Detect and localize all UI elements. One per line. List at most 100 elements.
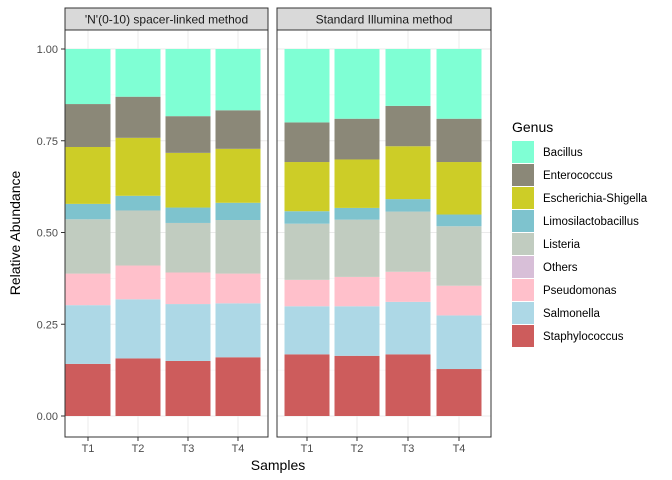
bar-segment-listeria-t2: [334, 219, 380, 277]
x-tick-label: T4: [453, 443, 466, 455]
legend-swatch: [512, 256, 534, 278]
legend-label: Others: [543, 262, 578, 274]
y-tick-label: 0.75: [37, 136, 58, 148]
bar-segment-staphylococcus-t2: [115, 358, 161, 416]
legend-swatch: [512, 164, 534, 186]
bar-segment-limosilactobacillus-t1: [65, 203, 111, 220]
facet-title-2: Standard Illumina method: [316, 13, 453, 27]
bar-segment-escherichia-shigella-t3: [165, 152, 211, 208]
bar-segment-enterococcus-t2: [115, 96, 161, 138]
legend-label: Escherichia-Shigella: [543, 193, 648, 205]
bar-segment-escherichia-shigella-t2: [334, 159, 380, 208]
x-tick-label: T3: [402, 443, 415, 455]
legend-label: Limosilactobacillus: [543, 216, 639, 228]
x-axis: T1 T2 T3 T4 T1 T2 T3 T4: [82, 437, 466, 455]
bar-segment-staphylococcus-t1: [65, 363, 111, 416]
bar-segment-pseudomonas-t4: [215, 273, 261, 304]
bar-segment-staphylococcus-t1: [284, 354, 330, 416]
legend-swatch: [512, 279, 534, 301]
bar-segment-staphylococcus-t2: [334, 355, 380, 416]
bar-segment-pseudomonas-t1: [284, 279, 330, 307]
bar-segment-bacillus-t4: [436, 49, 482, 119]
bar-segment-escherichia-shigella-t4: [436, 162, 482, 215]
bar-segment-bacillus-t4: [215, 49, 261, 111]
legend-swatch: [512, 302, 534, 324]
bar-segment-bacillus-t2: [334, 49, 380, 119]
panel-bars-1: [65, 49, 261, 416]
legend-title: Genus: [512, 119, 553, 135]
bar-segment-limosilactobacillus-t3: [165, 207, 211, 223]
bar-segment-limosilactobacillus-t3: [385, 199, 431, 212]
bar-segment-bacillus-t3: [165, 49, 211, 117]
x-tick-label: T2: [132, 443, 145, 455]
legend-swatch: [512, 210, 534, 232]
bar-segment-bacillus-t2: [115, 49, 161, 97]
bar-segment-bacillus-t3: [385, 49, 431, 106]
bar-segment-staphylococcus-t4: [436, 369, 482, 416]
bar-segment-salmonella-t2: [115, 299, 161, 359]
bar-segment-listeria-t4: [436, 226, 482, 286]
bar-segment-enterococcus-t4: [215, 110, 261, 149]
bar-segment-staphylococcus-t4: [215, 357, 261, 416]
bar-segment-listeria-t1: [65, 219, 111, 274]
legend-label: Bacillus: [543, 147, 583, 159]
panel-border-1: [64, 29, 269, 438]
bar-segment-enterococcus-t1: [65, 104, 111, 147]
facet-panel-1: [64, 29, 269, 438]
bar-segment-enterococcus-t3: [385, 105, 431, 147]
bar-segment-salmonella-t1: [284, 306, 330, 355]
bar-segment-staphylococcus-t3: [165, 360, 211, 416]
bar-segment-limosilactobacillus-t4: [436, 214, 482, 227]
bar-segment-limosilactobacillus-t4: [215, 202, 261, 221]
bar-segment-escherichia-shigella-t4: [215, 148, 261, 203]
legend-swatch: [512, 141, 534, 163]
bar-segment-listeria-t3: [165, 222, 211, 273]
bar-segment-pseudomonas-t1: [65, 273, 111, 306]
bar-segment-limosilactobacillus-t2: [115, 195, 161, 211]
legend-label: Enterococcus: [543, 170, 613, 182]
bar-segment-escherichia-shigella-t2: [115, 137, 161, 196]
legend-label: Staphylococcus: [543, 331, 624, 343]
legend-swatch: [512, 233, 534, 255]
bar-segment-pseudomonas-t3: [385, 271, 431, 302]
y-tick-label: 0.00: [37, 411, 58, 423]
bar-segment-salmonella-t4: [436, 315, 482, 370]
legend-label: Listeria: [543, 239, 581, 251]
bar-segment-enterococcus-t2: [334, 118, 380, 160]
bar-segment-limosilactobacillus-t2: [334, 207, 380, 220]
bar-segment-salmonella-t4: [215, 303, 261, 358]
bar-segment-salmonella-t3: [165, 304, 211, 361]
x-tick-label: T4: [232, 443, 245, 455]
bar-segment-enterococcus-t3: [165, 116, 211, 153]
bar-segment-pseudomonas-t4: [436, 285, 482, 316]
x-axis-title: Samples: [251, 457, 305, 473]
y-axis: 0.00 0.25 0.50 0.75 1.00: [37, 44, 65, 423]
x-tick-label: T3: [182, 443, 195, 455]
x-tick-label: T1: [82, 443, 95, 455]
legend-label: Pseudomonas: [543, 285, 617, 297]
legend: Genus Bacillus Enterococcus Escherichia-Sh…: [512, 119, 648, 347]
bar-segment-salmonella-t2: [334, 306, 380, 356]
bar-segment-listeria-t2: [115, 210, 161, 266]
y-tick-label: 1.00: [37, 44, 58, 56]
bar-segment-listeria-t3: [385, 211, 431, 272]
bar-segment-pseudomonas-t2: [334, 276, 380, 307]
bar-segment-enterococcus-t1: [284, 122, 330, 163]
bar-segment-salmonella-t3: [385, 301, 431, 355]
bar-segment-bacillus-t1: [65, 49, 111, 105]
y-axis-title: Relative Abundance: [7, 171, 23, 296]
bar-segment-listeria-t1: [284, 223, 330, 280]
y-tick-label: 0.25: [37, 319, 58, 331]
panel-bars-2: [284, 49, 482, 416]
bar-segment-escherichia-shigella-t1: [65, 146, 111, 204]
bar-segment-bacillus-t1: [284, 49, 330, 123]
bar-segment-staphylococcus-t3: [385, 354, 431, 416]
bar-segment-enterococcus-t4: [436, 118, 482, 163]
bar-segment-limosilactobacillus-t1: [284, 211, 330, 224]
facet-panel-2: [276, 29, 492, 438]
bar-segment-pseudomonas-t2: [115, 265, 161, 300]
facet-title-1: 'N'(0-10) spacer-linked method: [85, 13, 248, 27]
legend-swatch: [512, 187, 534, 209]
bar-segment-listeria-t4: [215, 220, 261, 274]
